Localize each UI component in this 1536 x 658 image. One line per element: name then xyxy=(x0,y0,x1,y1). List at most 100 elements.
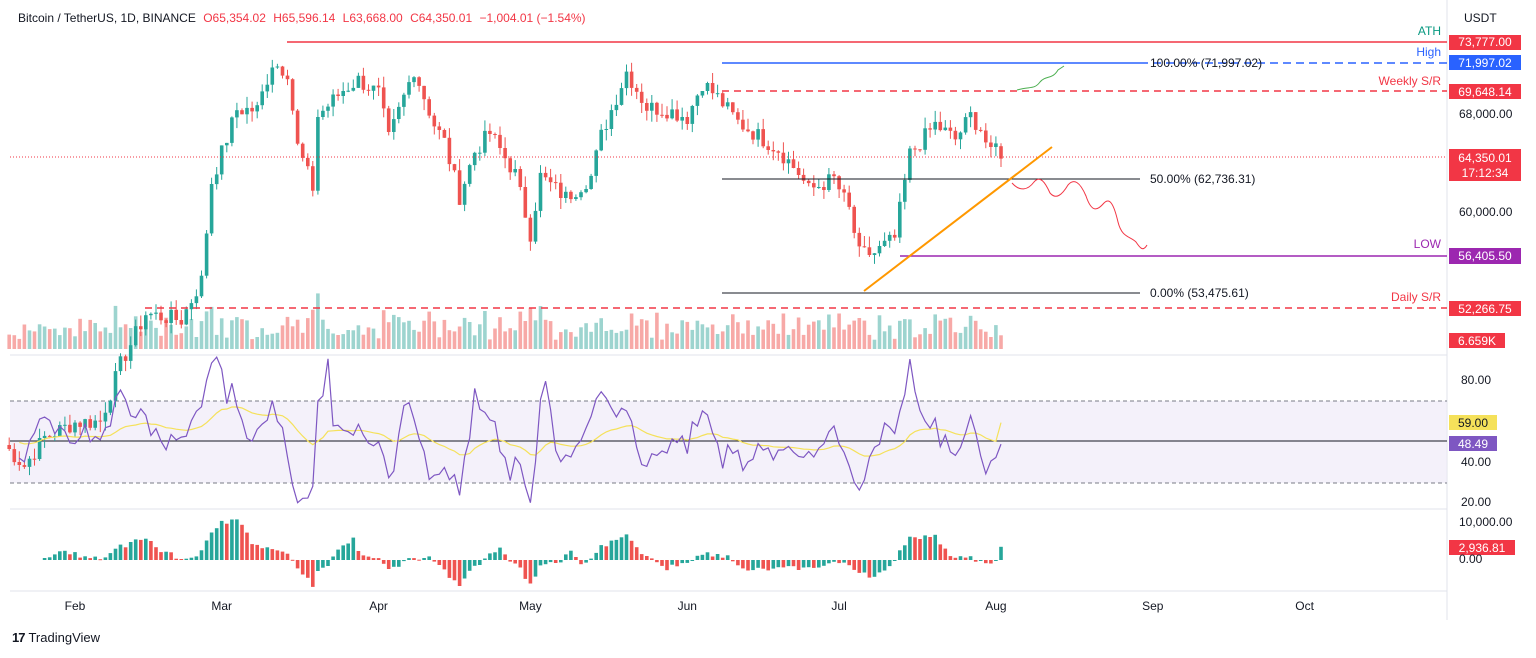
candle-body xyxy=(513,169,517,173)
oscillator-bar xyxy=(209,532,214,560)
tradingview-logo[interactable]: 17 TradingView xyxy=(12,630,100,645)
candle-body xyxy=(948,127,953,131)
oscillator-bar xyxy=(634,547,639,560)
volume-bar xyxy=(898,320,902,349)
oscillator-bar xyxy=(225,523,229,560)
candle-body xyxy=(452,164,457,171)
oscillator-bar xyxy=(837,560,841,564)
oscillator-bar xyxy=(290,559,295,561)
volume-bar xyxy=(700,324,705,349)
candle-body xyxy=(214,174,219,185)
candle-body xyxy=(17,462,22,465)
volume-bar xyxy=(17,338,22,349)
oscillator-bar xyxy=(984,560,988,564)
volume-bar xyxy=(705,327,710,349)
oscillator-bar xyxy=(665,560,669,571)
oscillator-bar xyxy=(989,560,993,564)
volume-bar xyxy=(913,337,917,349)
oscillator-bar xyxy=(771,560,776,569)
volume-bar xyxy=(179,333,184,349)
volume-bar xyxy=(245,320,249,349)
candle-body xyxy=(751,131,755,140)
candle-body xyxy=(133,326,138,346)
volume-bar xyxy=(973,320,978,349)
candle-body xyxy=(938,121,943,131)
candle-body xyxy=(483,130,487,153)
candle-body xyxy=(255,105,259,112)
volume-bar xyxy=(903,319,907,349)
volume-bar xyxy=(452,331,457,349)
candle-body xyxy=(189,303,194,310)
candle-body xyxy=(918,149,922,151)
volume-bar xyxy=(938,320,943,349)
volume-bar xyxy=(493,328,497,349)
candle-body xyxy=(963,117,968,133)
candle-body xyxy=(923,128,927,150)
candle-body xyxy=(88,419,92,428)
oscillator-bar xyxy=(159,552,163,560)
currency-label[interactable]: USDT xyxy=(1464,11,1497,25)
candle-body xyxy=(705,83,710,91)
rsi-label: 48.49 xyxy=(1458,437,1488,451)
oscillator-bar xyxy=(877,560,882,573)
oscillator-bar xyxy=(78,557,82,560)
volume-bar xyxy=(47,329,52,349)
time-axis-label: Sep xyxy=(1142,599,1164,613)
candle-body xyxy=(306,157,310,167)
oscillator-bar xyxy=(958,556,963,560)
candle-body xyxy=(407,82,411,95)
candles xyxy=(7,59,1003,476)
candle-body xyxy=(685,117,690,124)
volume-bar xyxy=(574,336,578,349)
oscillator-bar xyxy=(685,560,690,563)
low-price-label: 56,405.50 xyxy=(1458,249,1512,263)
volume-bar xyxy=(265,334,270,349)
volume-bar xyxy=(306,318,310,349)
oscillator-bar xyxy=(427,556,431,560)
volume-bar xyxy=(725,325,730,349)
rsi-ma-line xyxy=(19,406,1002,457)
high-annotation: High xyxy=(1416,45,1441,59)
rsi-line xyxy=(18,355,1002,504)
candle-body xyxy=(250,107,254,112)
time-axis-label: Jul xyxy=(831,599,846,613)
volume-label: 6.659K xyxy=(1458,334,1496,348)
volume-bar xyxy=(675,333,679,349)
oscillator-bar xyxy=(832,560,836,562)
volume-bar xyxy=(655,312,659,349)
oscillator-bar xyxy=(690,560,695,561)
oscillator-bar xyxy=(42,558,47,560)
osc-value-tag xyxy=(1449,540,1515,555)
volume-bar xyxy=(918,334,922,349)
candle-body xyxy=(199,275,204,297)
time-axis-label: Mar xyxy=(211,599,232,613)
oscillator-bar xyxy=(614,539,619,560)
volume-bar xyxy=(553,339,558,349)
oscillator-bar xyxy=(978,560,983,561)
rsi-tag xyxy=(1449,436,1497,451)
candle-body xyxy=(447,137,452,165)
oscillator-bar xyxy=(321,560,325,568)
candle-body xyxy=(528,217,533,242)
low-annotation: LOW xyxy=(1414,237,1442,251)
candle-body xyxy=(503,148,507,159)
candle-body xyxy=(467,165,472,184)
oscillator-bar xyxy=(882,560,887,571)
oscillator-bar xyxy=(331,556,335,560)
volume-bar xyxy=(219,318,224,349)
volume-bar xyxy=(483,311,487,349)
oscillator-bar xyxy=(402,560,406,562)
ath-annotation: ATH xyxy=(1418,24,1441,38)
symbol-title[interactable]: Bitcoin / TetherUS, 1D, BINANCE xyxy=(18,11,196,25)
candle-body xyxy=(417,77,421,86)
oscillator-bar xyxy=(83,556,87,560)
candle-body xyxy=(715,93,720,95)
candle-body xyxy=(791,159,796,168)
candle-body xyxy=(812,183,816,188)
oscillator-bar xyxy=(973,560,978,562)
volume-bar xyxy=(822,329,826,349)
volume-bar xyxy=(604,331,609,349)
oscillator-bar xyxy=(806,560,811,568)
oscillator-bar xyxy=(412,558,416,560)
